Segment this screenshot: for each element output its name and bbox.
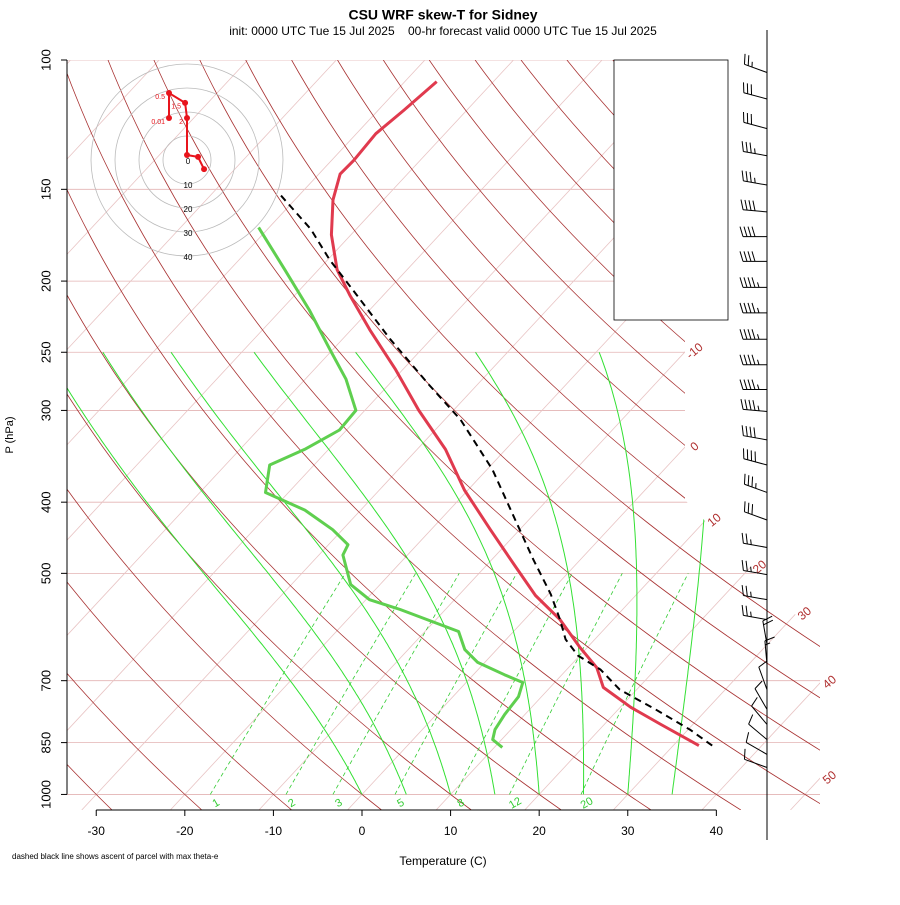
barb-feather: [744, 474, 745, 484]
y-tick-label: 400: [38, 491, 53, 513]
hodograph-label: 2: [179, 119, 183, 126]
hodograph-point: [184, 152, 190, 158]
hodograph-ring-label: 30: [184, 229, 193, 238]
x-tick-label: 40: [710, 824, 724, 838]
barb-feather: [752, 477, 753, 487]
barb-half-feather: [755, 148, 756, 153]
hodograph-label: 1.5: [171, 104, 181, 111]
y-tick-label: 700: [38, 670, 53, 692]
hodograph-ring-label: 20: [184, 205, 193, 214]
barb-feather: [752, 504, 753, 514]
barb-half-feather: [755, 178, 756, 183]
y-tick-label: 300: [38, 400, 53, 422]
x-tick-label: 10: [444, 824, 458, 838]
barb-half-feather: [751, 592, 752, 597]
y-tick-label: 200: [38, 270, 53, 292]
barb-half-feather: [751, 539, 752, 544]
hodograph-ring-label: 0: [186, 157, 191, 166]
hodograph-point: [182, 100, 188, 106]
barb-feather: [744, 501, 745, 511]
hodograph-ring-label: 10: [184, 181, 193, 190]
y-tick-label: 150: [38, 178, 53, 200]
hodograph-point: [195, 154, 201, 160]
barb-feather: [748, 475, 749, 485]
hodograph-point: [201, 166, 207, 172]
x-tick-label: -30: [88, 824, 106, 838]
y-tick-label: 100: [38, 49, 53, 71]
barb-feather: [744, 749, 745, 759]
barb-feather: [744, 54, 745, 64]
barb-half-feather: [751, 612, 752, 617]
chart-title: CSU WRF skew-T for Sidney: [348, 7, 537, 23]
hodograph-point: [166, 90, 172, 96]
hodograph-point: [166, 115, 172, 121]
chart-subtitle: init: 0000 UTC Tue 15 Jul 2025 00-hr for…: [229, 24, 657, 38]
hodograph-point: [184, 115, 190, 121]
footnote: dashed black line shows ascent of parcel…: [12, 852, 219, 861]
x-tick-label: -10: [265, 824, 283, 838]
x-tick-label: 0: [359, 824, 366, 838]
y-tick-label: 1000: [38, 780, 53, 809]
x-axis-label: Temperature (C): [399, 854, 486, 868]
hodograph-label: 0.01: [151, 119, 165, 126]
y-axis-label: P (hPa): [4, 416, 16, 453]
barb-feather: [748, 55, 749, 65]
y-tick-label: 250: [38, 341, 53, 363]
barb-feather: [748, 503, 749, 513]
x-tick-label: -20: [176, 824, 194, 838]
hodograph-ring-label: 40: [184, 253, 193, 262]
y-tick-label: 850: [38, 732, 53, 754]
x-tick-label: 30: [621, 824, 635, 838]
hodograph-label: 0.5: [155, 94, 165, 101]
info-box: [614, 60, 728, 320]
x-tick-label: 20: [532, 824, 546, 838]
y-tick-label: 500: [38, 562, 53, 584]
barb-half-feather: [751, 567, 752, 572]
